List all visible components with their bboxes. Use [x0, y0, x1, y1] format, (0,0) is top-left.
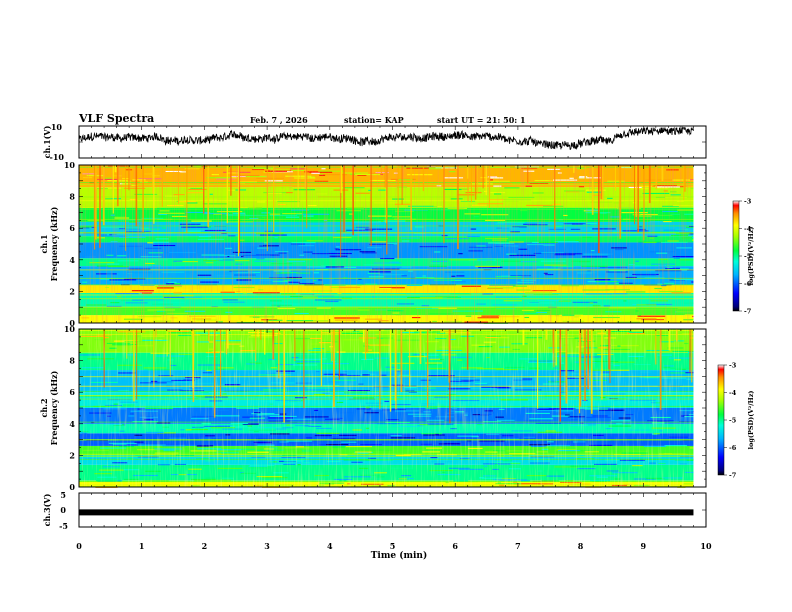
x-tick-label: 1	[139, 541, 145, 551]
sp2-ylabel-line1: ch.2	[39, 398, 49, 417]
x-tick-labels: 0 1 2 3 4 5 6 7 8 9 10	[76, 541, 712, 551]
colorbar-tick-label: -5	[729, 417, 737, 425]
colorbar-tick-label: -7	[729, 472, 736, 480]
sp2-noise	[79, 329, 692, 487]
sp2-ytick-label: 8	[69, 356, 75, 366]
sp2-colorbar-ticks: -3 -4 -5 -6 -7	[724, 362, 737, 480]
sp1-colorbar-label: log(PSD)(V²/Hz)	[747, 227, 755, 286]
x-tick-label: 10	[700, 541, 712, 551]
ch3-ytick-top: 5	[60, 490, 66, 500]
sp1-ytick-labels: 0 2 4 6 8 10	[64, 160, 76, 328]
x-tick-label: 3	[264, 541, 270, 551]
sp2-ticks	[78, 328, 707, 488]
x-tick-label: 8	[578, 541, 584, 551]
ch1-ylabel: ch.1(V)	[42, 125, 52, 158]
colorbar-tick-label: -5	[744, 253, 752, 261]
x-tick-label: 9	[641, 541, 647, 551]
header-station: station= KAP	[344, 115, 404, 125]
sp2-colorbar	[717, 364, 725, 476]
x-tick-label: 2	[202, 541, 208, 551]
sp2-ylabel-line2: Frequency (kHz)	[49, 370, 59, 445]
sp1-speckle	[691, 281, 694, 283]
colorbar-tick-label: -4	[744, 225, 752, 233]
colorbar-tick-label: -3	[729, 362, 737, 370]
sp1-ylabel-line1: ch.1	[39, 234, 49, 253]
sp1-speckle	[690, 195, 694, 198]
sp1-colorbar	[732, 200, 740, 312]
ch3-ytick-mid: 0	[60, 505, 66, 515]
sp2-ytick-label: 2	[69, 450, 75, 460]
sp1-noise	[79, 165, 692, 323]
ch1-waveform-panel: 10 -10 ch.1(V)	[42, 122, 707, 162]
sp1-ytick-label: 10	[64, 160, 76, 170]
x-tick-label: 5	[390, 541, 396, 551]
ch3-ticks	[78, 492, 707, 528]
ch3-waveform-panel: 5 0 -5 ch.3(V) 0 1 2 3 4 5 6 7 8 9 10 Time (min)	[42, 490, 712, 561]
sp1-ticks	[78, 164, 707, 324]
colorbar-tick-label: -3	[744, 198, 752, 206]
colorbar-tick-label: -7	[744, 308, 751, 316]
ch1-trace	[78, 126, 694, 150]
sp1-ytick-label: 2	[69, 286, 75, 296]
sp1-speckle	[691, 239, 694, 241]
sp2-speckle	[692, 410, 694, 413]
sp2-ytick-labels: 0 2 4 6 8 10	[64, 324, 76, 492]
sp1-ylabel-line2: Frequency (kHz)	[49, 206, 59, 281]
sp1-speckle	[692, 315, 694, 318]
sp1-ytick-label: 0	[69, 318, 75, 328]
ch1-ytick-top: 10	[51, 122, 63, 132]
sp2-ytick-label: 0	[69, 482, 75, 492]
ch1-ytick-bottom: -10	[50, 152, 65, 162]
figure-title: VLF Spectra	[79, 112, 155, 125]
x-tick-label: 4	[327, 541, 333, 551]
colorbar-tick-label: -4	[729, 389, 737, 397]
sp1-speckle	[692, 237, 694, 239]
colorbar-tick-label: -6	[744, 280, 752, 288]
colorbar-tick-label: -6	[729, 444, 737, 452]
x-tick-label: 0	[76, 541, 82, 551]
header-start-time: start UT = 21: 50: 1	[437, 115, 526, 125]
sp2-ytick-label: 6	[69, 387, 75, 397]
sp2-ytick-label: 4	[69, 419, 75, 429]
ch3-constant-trace	[79, 509, 694, 516]
header-date: Feb. 7 , 2026	[250, 115, 308, 125]
sp2-ytick-label: 10	[64, 324, 76, 334]
ch3-ytick-bottom: -5	[59, 521, 68, 531]
x-tick-label: 7	[515, 541, 521, 551]
sp1-ytick-label: 4	[69, 255, 75, 265]
x-tick-label: 6	[452, 541, 458, 551]
sp1-ytick-label: 8	[69, 192, 75, 202]
x-axis-label: Time (min)	[371, 550, 428, 561]
ch3-ylabel: ch.3(V)	[42, 493, 52, 526]
sp1-colorbar-ticks: -3 -4 -5 -6 -7	[739, 198, 752, 316]
sp2-colorbar-label: log(PSD)(V²/Hz)	[747, 391, 755, 450]
sp1-ytick-label: 6	[69, 223, 75, 233]
